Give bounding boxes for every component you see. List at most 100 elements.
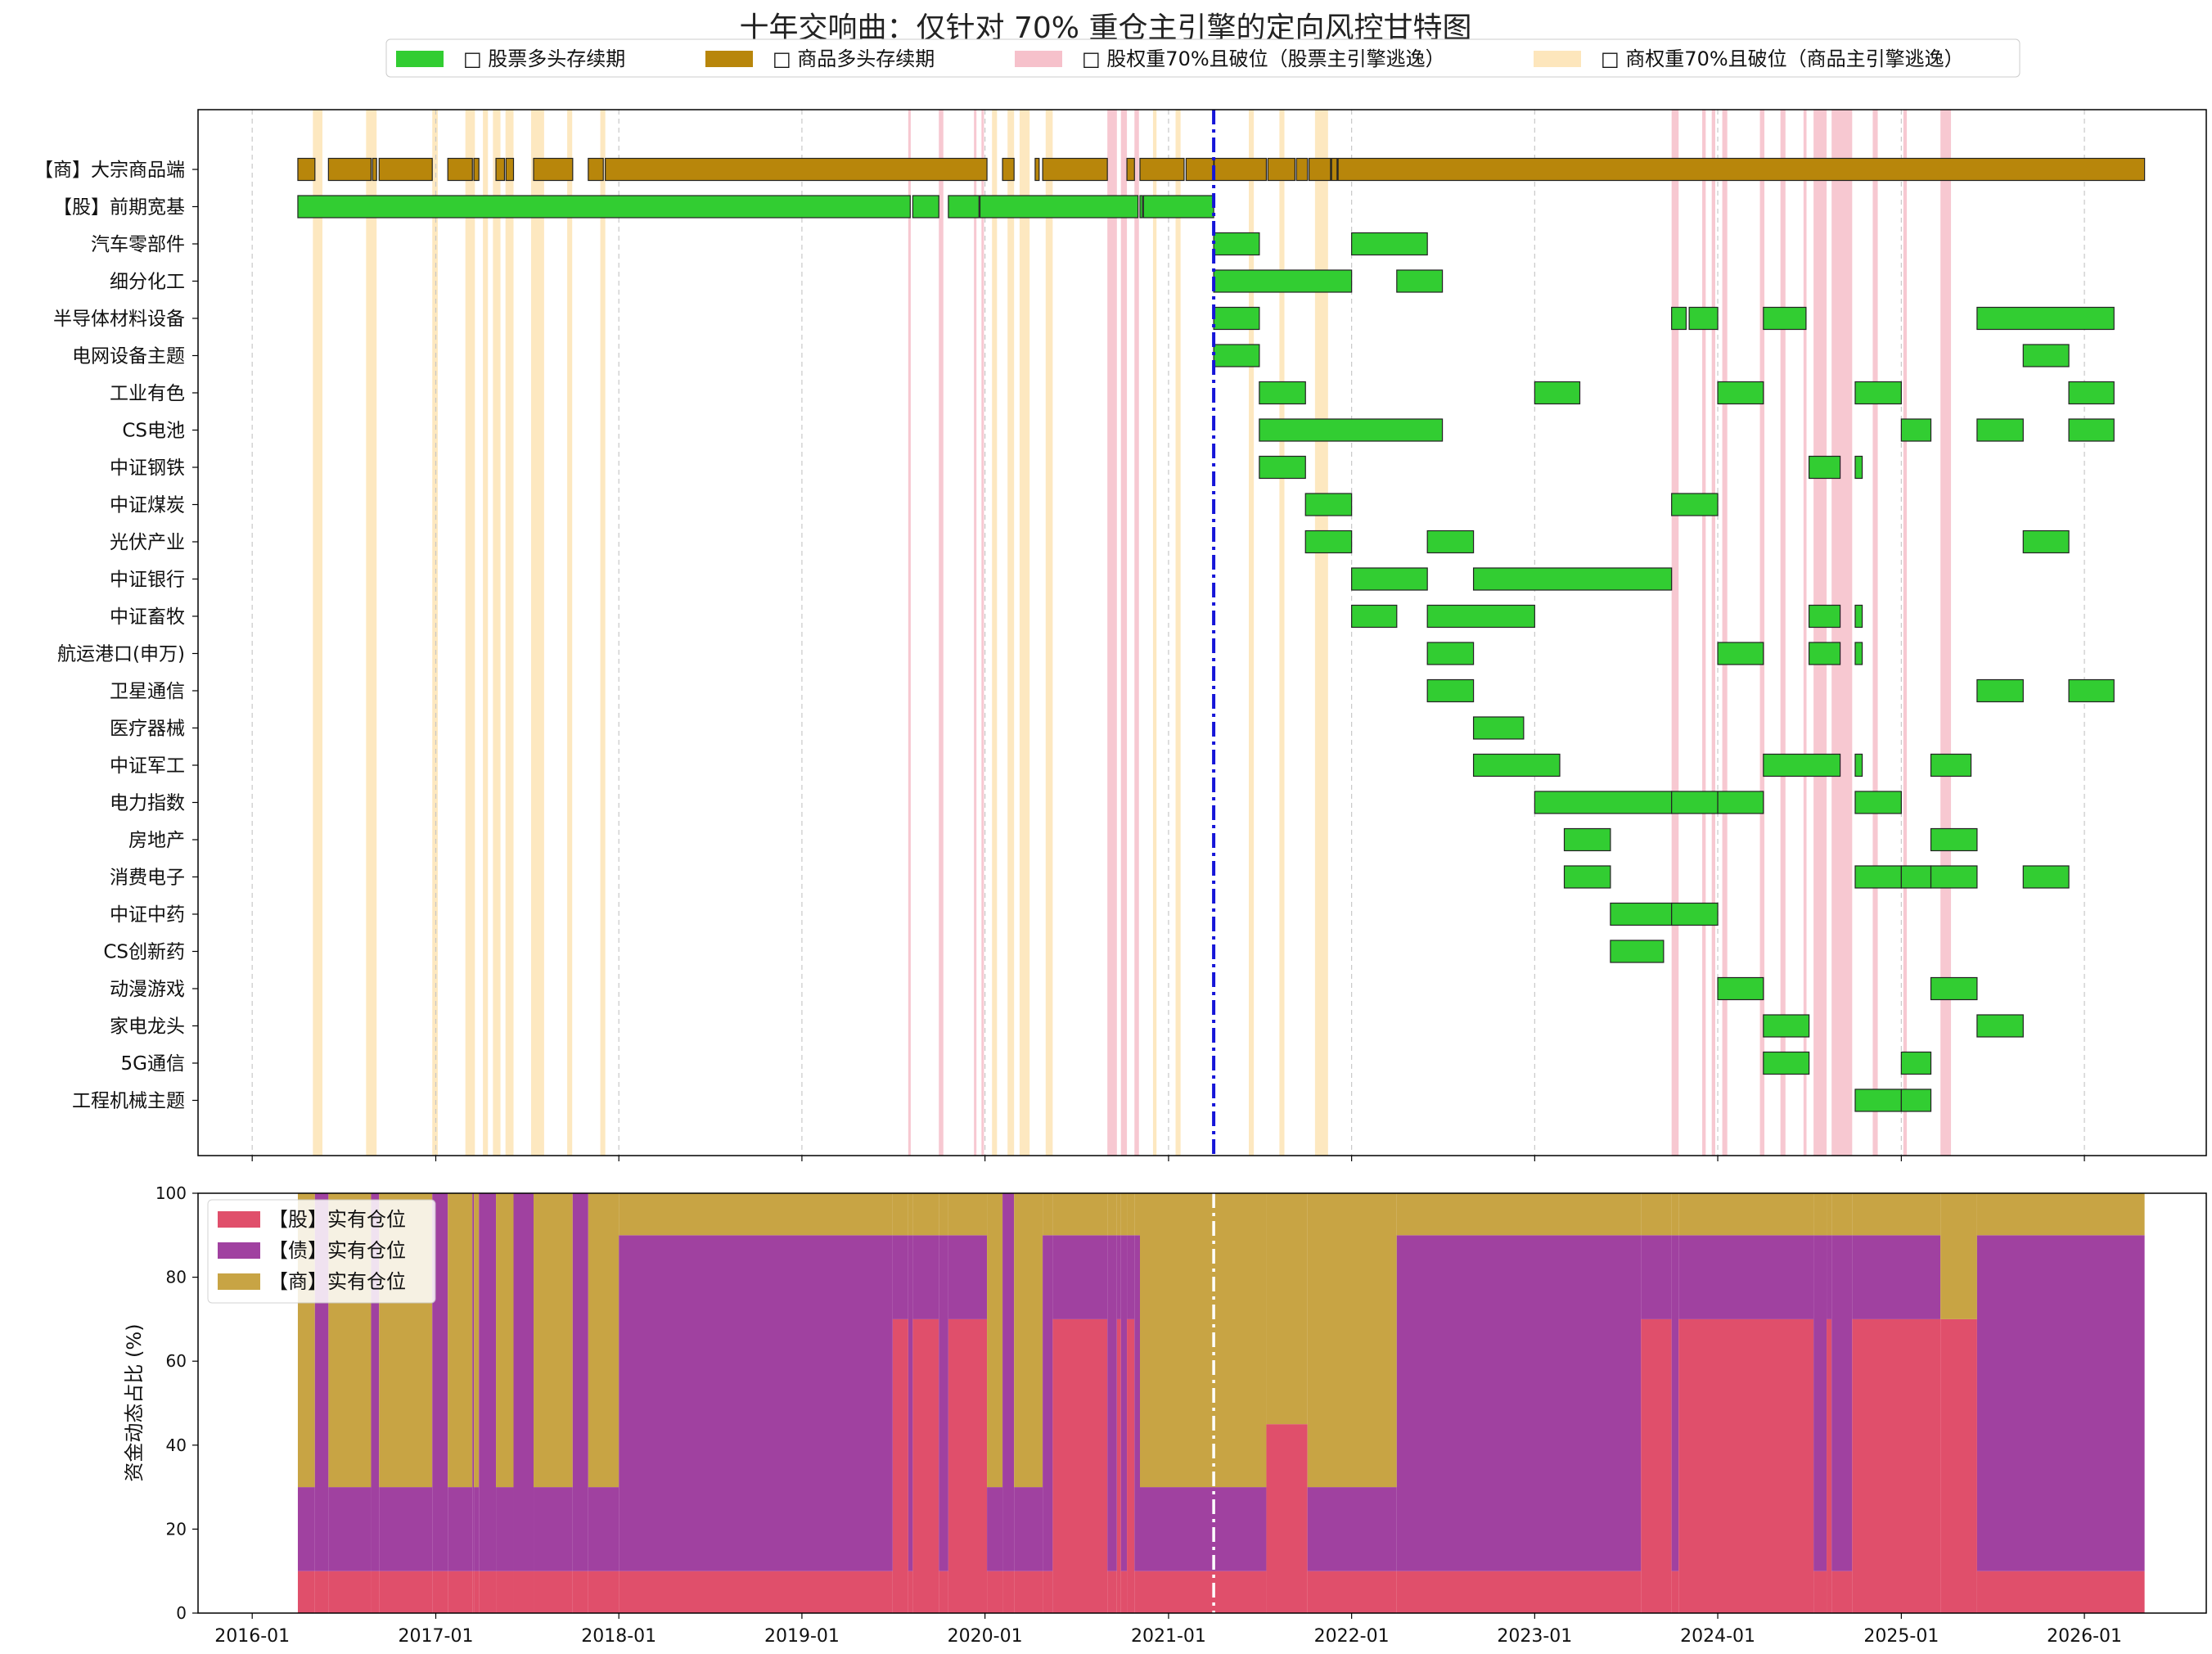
- holding-bar: [505, 157, 515, 182]
- holding-bar: [1267, 157, 1295, 182]
- commodity-position-area: [1107, 1193, 1117, 1236]
- commodity-position-area: [912, 1193, 939, 1236]
- holding-bar: [297, 195, 911, 219]
- comm-escape-band: [1248, 110, 1255, 1156]
- bond-position-area: [1052, 1235, 1108, 1319]
- area-legend-box: [207, 1199, 436, 1304]
- commodity-position-area: [1120, 1193, 1128, 1236]
- holding-bar: [1213, 344, 1260, 367]
- commodity-position-area: [1831, 1193, 1853, 1236]
- row-label: 卫星通信: [110, 681, 185, 702]
- area-legend-label: 【商】实有仓位: [268, 1270, 406, 1293]
- commodity-position-area: [1671, 1193, 1679, 1236]
- commodity-position-area: [1641, 1193, 1672, 1236]
- holding-bar: [1854, 791, 1902, 814]
- holding-bar: [1042, 157, 1108, 182]
- comm-escape-band: [505, 110, 514, 1156]
- stock-position-area: [1134, 1571, 1141, 1613]
- stock-position-area: [297, 1571, 315, 1613]
- holding-bar: [1185, 157, 1214, 182]
- row-label: 中证煤炭: [110, 495, 185, 516]
- commodity-position-area: [1014, 1193, 1043, 1488]
- stock-position-area: [472, 1571, 475, 1613]
- row-label: 消费电子: [110, 868, 185, 889]
- holding-bar: [1351, 567, 1428, 591]
- y-tick-label: 20: [166, 1519, 187, 1539]
- bond-position-area: [1140, 1487, 1267, 1571]
- comm-escape-band: [1314, 110, 1328, 1156]
- stock-escape-band: [1722, 110, 1728, 1156]
- holding-bar: [1854, 1088, 1902, 1112]
- legend-swatch: [1015, 51, 1062, 67]
- stock-position-area: [534, 1571, 573, 1613]
- comm-escape-band: [493, 110, 501, 1156]
- stock-position-area: [1266, 1424, 1308, 1613]
- row-label: 中证军工: [110, 755, 185, 777]
- holding-bars: [297, 157, 2146, 1112]
- holding-bar: [1854, 642, 1863, 665]
- bond-position-area: [432, 1193, 448, 1571]
- holding-bar: [1671, 791, 1719, 814]
- stock-escape-band: [1831, 110, 1853, 1156]
- bond-position-area: [1307, 1487, 1397, 1571]
- legend-swatch: [1534, 51, 1581, 67]
- bond-position-area: [948, 1235, 988, 1319]
- stock-position-area: [1043, 1571, 1053, 1613]
- stock-escape-band: [1803, 110, 1807, 1156]
- holding-bar: [2068, 678, 2115, 703]
- holding-bar: [1472, 753, 1561, 777]
- bond-position-area: [1116, 1235, 1121, 1319]
- holding-bar: [1304, 530, 1353, 554]
- stock-position-area: [1852, 1318, 1941, 1613]
- stock-position-area: [1831, 1571, 1853, 1613]
- holding-bar: [447, 157, 473, 182]
- stock-position-area: [1976, 1571, 2145, 1613]
- row-label: 工程机械主题: [72, 1091, 185, 1112]
- holding-bar: [1763, 753, 1841, 777]
- bond-position-area: [496, 1487, 514, 1571]
- row-label: 光伏产业: [110, 532, 185, 553]
- stock-position-area: [1940, 1318, 1977, 1613]
- row-label: 医疗器械: [110, 719, 185, 740]
- comm-escape-band: [432, 110, 438, 1156]
- holding-bar: [1214, 157, 1268, 182]
- holding-bar: [1854, 604, 1863, 629]
- holding-bar: [1900, 1088, 1932, 1112]
- bond-position-area: [379, 1487, 433, 1571]
- holding-bar: [1331, 157, 1338, 182]
- stock-position-area: [1014, 1571, 1043, 1613]
- holding-bar: [1308, 157, 1331, 182]
- bond-position-area: [297, 1487, 315, 1571]
- legend-swatch: [705, 51, 753, 67]
- comm-escape-band: [567, 110, 573, 1156]
- row-label: 工业有色: [110, 383, 185, 404]
- commodity-position-area: [948, 1193, 988, 1236]
- commodity-position-area: [1396, 1193, 1642, 1236]
- bond-position-area: [1852, 1235, 1941, 1319]
- stock-position-area: [619, 1571, 893, 1613]
- y-tick-label: 0: [176, 1603, 187, 1623]
- holding-bar: [1671, 306, 1687, 331]
- bond-position-area: [1976, 1235, 2145, 1571]
- row-label: 中证畜牧: [110, 606, 185, 628]
- holding-bar: [1717, 642, 1764, 665]
- holding-bar: [1295, 157, 1309, 182]
- holding-bar: [1259, 418, 1444, 442]
- row-label: 房地产: [128, 830, 185, 851]
- legend-label: □ 商权重70%且破位（商品主引擎逃逸）: [1601, 47, 1964, 70]
- commodity-position-area: [1140, 1193, 1267, 1488]
- commodity-position-area: [1043, 1193, 1053, 1236]
- position-area-chart: [297, 1193, 2145, 1613]
- bond-position-area: [474, 1487, 480, 1571]
- comm-escape-band: [992, 110, 998, 1156]
- holding-bar: [1808, 604, 1841, 629]
- x-tick-label: 2026-01: [2047, 1626, 2122, 1647]
- stock-position-area: [588, 1571, 619, 1613]
- row-label: 航运港口(申万): [57, 644, 185, 665]
- holding-bar: [2068, 418, 2115, 442]
- row-label: 半导体材料设备: [53, 309, 185, 330]
- bond-position-area: [1107, 1235, 1117, 1571]
- row-label: 汽车零部件: [91, 234, 185, 255]
- area-legend-label: 【股】实有仓位: [268, 1208, 406, 1231]
- holding-bar: [1304, 493, 1353, 516]
